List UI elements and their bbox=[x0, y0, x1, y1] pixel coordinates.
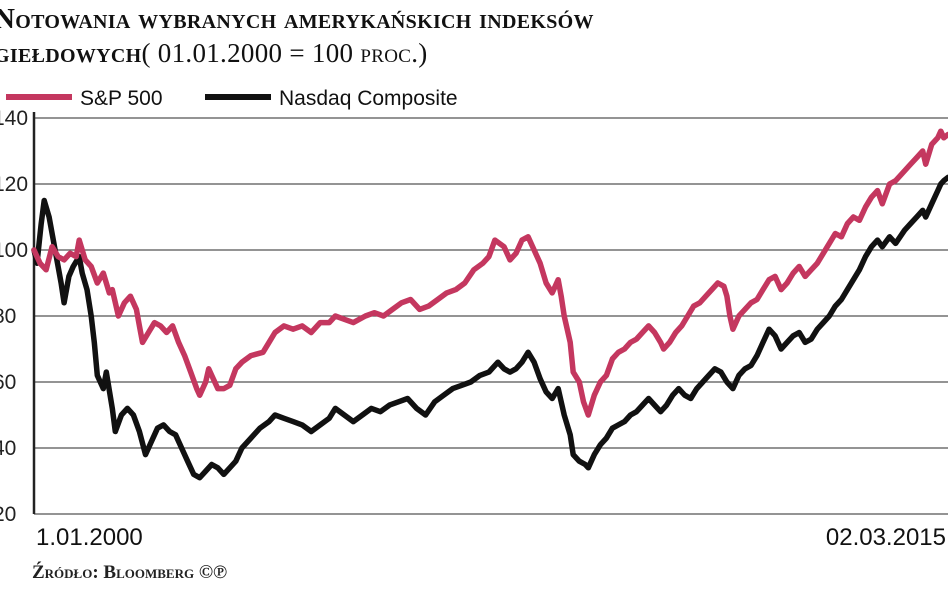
series-layer bbox=[31, 128, 948, 481]
y-tick-label-80: 80 bbox=[0, 305, 16, 328]
x-axis-date-labels: 1.01.2000 02.03.2015 bbox=[36, 524, 946, 551]
series-line-sp500 bbox=[31, 128, 948, 418]
x-start-date-label: 1.01.2000 bbox=[36, 524, 143, 551]
grid-layer bbox=[34, 117, 948, 515]
legend-label-sp500: S&P 500 bbox=[80, 87, 163, 110]
series-line-nasdaq bbox=[31, 174, 948, 481]
y-tick-label-120: 120 bbox=[0, 173, 28, 196]
y-tick-label-40: 40 bbox=[0, 437, 16, 460]
y-tick-label-60: 60 bbox=[0, 371, 16, 394]
x-end-date-label: 02.03.2015 bbox=[826, 524, 946, 551]
chart-title: Notowania wybranych amerykańskich indeks… bbox=[0, 2, 948, 70]
y-tick-label-20: 20 bbox=[0, 503, 16, 526]
chart-title-line-2: giełdowych( 01.01.2000 = 100 proc.) bbox=[0, 36, 948, 70]
axis-layer: 20 40 60 80 100 120 140 bbox=[0, 107, 36, 526]
legend: S&P 500 Nasdaq Composite bbox=[6, 87, 458, 110]
chart-title-base-note: ( 01.01.2000 = 100 proc.) bbox=[141, 38, 428, 68]
chart-title-line-1: Notowania wybranych amerykańskich indeks… bbox=[0, 3, 594, 35]
legend-label-nasdaq: Nasdaq Composite bbox=[279, 87, 458, 110]
y-tick-label-140: 140 bbox=[0, 107, 28, 130]
source-note: Źródło: Bloomberg ©℗ bbox=[32, 562, 228, 583]
chart-title-line-2-bold: giełdowych bbox=[0, 37, 142, 69]
y-tick-label-100: 100 bbox=[0, 239, 28, 262]
